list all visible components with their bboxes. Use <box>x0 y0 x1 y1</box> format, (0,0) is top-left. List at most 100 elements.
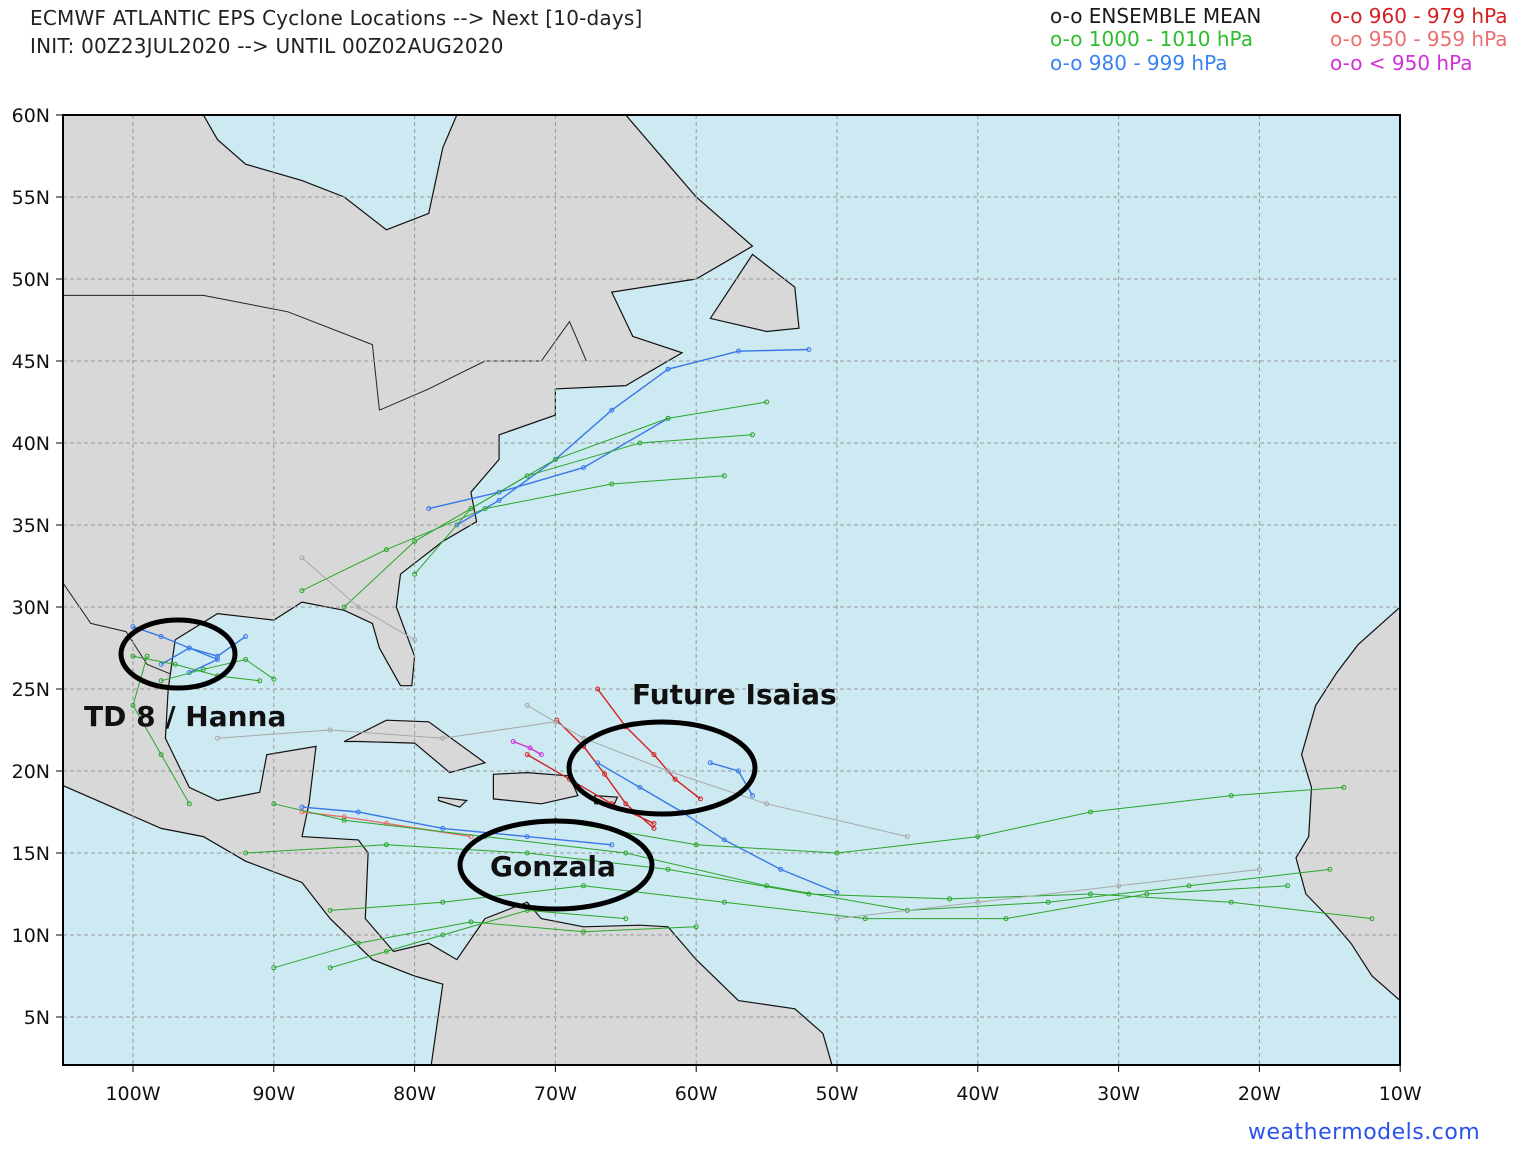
track-gray <box>524 702 910 840</box>
track-point <box>524 834 530 840</box>
track-point <box>186 645 192 651</box>
track-point <box>271 801 277 807</box>
track-line <box>301 475 725 592</box>
credit-link[interactable]: weathermodels.com <box>1248 1120 1481 1145</box>
track-point <box>904 834 910 840</box>
track-point <box>1228 793 1234 799</box>
track-point <box>623 916 629 922</box>
track-point <box>1144 891 1150 897</box>
track-point <box>595 760 601 766</box>
track-point <box>524 702 530 708</box>
track-point <box>468 506 474 512</box>
track-point <box>214 653 220 659</box>
track-point <box>412 637 418 643</box>
track-line <box>512 740 542 756</box>
track-green <box>341 432 756 610</box>
track-point <box>1186 883 1192 889</box>
track-point <box>341 814 347 820</box>
track-point <box>440 932 446 938</box>
track-point <box>440 825 446 831</box>
track-line <box>428 417 669 510</box>
track-point <box>665 768 671 774</box>
map-title: ECMWF ATLANTIC EPS Cyclone Locations -->… <box>30 6 643 30</box>
isaias-ellipse <box>566 719 758 817</box>
track-point <box>482 506 488 512</box>
track-point <box>524 752 530 758</box>
annotation-isaias: Future Isaias <box>632 678 837 711</box>
track-point <box>172 661 178 667</box>
track-point <box>412 538 418 544</box>
track-point <box>355 604 361 610</box>
track-green <box>327 907 629 971</box>
track-point <box>834 916 840 922</box>
track-point <box>609 407 615 413</box>
track-point <box>581 929 587 935</box>
track-line <box>132 655 260 682</box>
legend-1000-1010: o-o 1000 - 1010 hPa <box>1050 27 1253 51</box>
track-point <box>341 817 347 823</box>
track-point <box>651 752 657 758</box>
track-point <box>496 497 502 503</box>
track-point <box>834 889 840 895</box>
legend-950-959: o-o 950 - 959 hPa <box>1330 27 1508 51</box>
lat-tick-label: 60N <box>12 105 50 127</box>
track-point <box>651 820 657 826</box>
track-point <box>721 899 727 905</box>
track-point <box>510 738 516 744</box>
track-line <box>329 909 626 969</box>
track-blue <box>595 760 840 895</box>
track-point <box>637 440 643 446</box>
track-green <box>327 883 1291 922</box>
track-point <box>1087 809 1093 815</box>
track-point <box>975 899 981 905</box>
track-blue <box>158 645 220 676</box>
track-point <box>975 834 981 840</box>
track-point <box>764 801 770 807</box>
lon-tick-label: 80W <box>393 1083 436 1105</box>
track-point <box>327 965 333 971</box>
lat-tick-label: 5N <box>24 1007 50 1029</box>
track-point <box>623 801 629 807</box>
track-line <box>456 348 809 526</box>
track-point <box>412 571 418 577</box>
track-point <box>341 604 347 610</box>
lon-tick-label: 90W <box>252 1083 295 1105</box>
track-line <box>330 885 1288 920</box>
border-us-mexico <box>63 582 172 675</box>
track-point <box>1003 916 1009 922</box>
land-north-america <box>63 115 833 1065</box>
track-point <box>186 801 192 807</box>
land-hispaniola <box>492 771 579 805</box>
track-point <box>383 948 389 954</box>
track-line <box>526 704 908 838</box>
track-point <box>623 850 629 856</box>
map-subtitle: INIT: 00Z23JUL2020 --> UNTIL 00Z02AUG202… <box>30 34 504 58</box>
track-point <box>1087 891 1093 897</box>
hanna-ellipse <box>118 617 238 691</box>
track-point <box>1228 899 1234 905</box>
track-point <box>721 837 727 843</box>
track-point <box>778 866 784 872</box>
lon-tick-label: 20W <box>1238 1083 1281 1105</box>
track-gray <box>834 866 1262 922</box>
track-gray <box>214 719 558 741</box>
track-point <box>693 924 699 930</box>
lat-tick-label: 15N <box>12 843 50 865</box>
track-point <box>214 656 220 662</box>
track-point <box>665 866 671 872</box>
track-point <box>665 415 671 421</box>
track-green <box>130 653 263 684</box>
track-point <box>637 784 643 790</box>
track-point <box>327 727 333 733</box>
track-point <box>806 347 812 353</box>
track-line <box>217 721 556 739</box>
track-line <box>414 401 767 575</box>
track-point <box>735 348 741 354</box>
track-point <box>257 678 263 684</box>
lat-tick-label: 10N <box>12 925 50 947</box>
track-point <box>524 473 530 479</box>
track-gray <box>299 555 418 643</box>
track-green <box>271 801 1333 913</box>
track-blue <box>299 804 615 848</box>
track-point <box>440 899 446 905</box>
